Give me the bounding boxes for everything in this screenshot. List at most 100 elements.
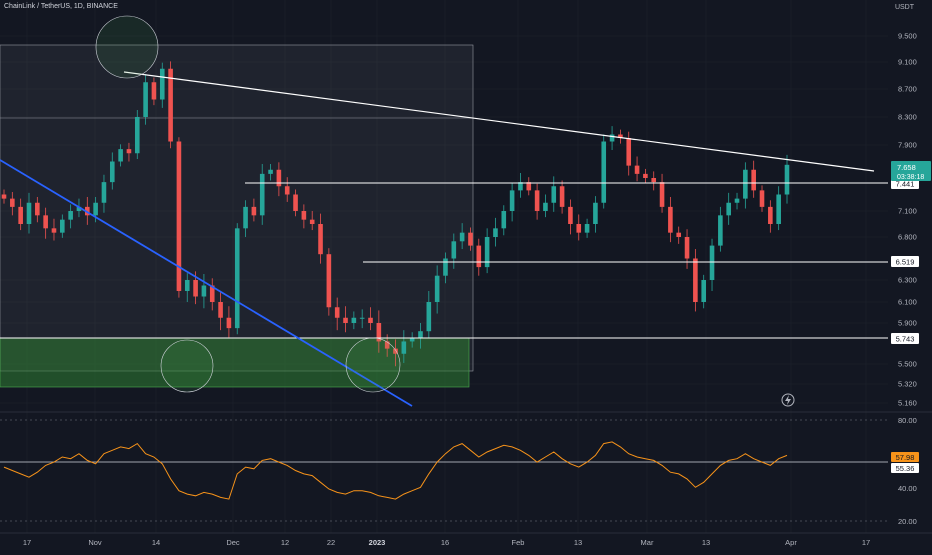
support-zone bbox=[0, 337, 470, 388]
candle-body bbox=[126, 149, 132, 154]
candle-body bbox=[718, 215, 723, 246]
candle-body bbox=[60, 219, 65, 233]
candle-body bbox=[151, 82, 157, 100]
candle-body bbox=[209, 285, 215, 302]
downtrend-line[interactable] bbox=[0, 159, 413, 407]
price-tick-label: 9.500 bbox=[898, 32, 917, 41]
candle-body bbox=[768, 206, 773, 224]
time-axis[interactable]: 17 Nov 14 Dec 12 22 2023 16 Feb 13 Mar 13 Apr 17 bbox=[23, 538, 870, 547]
time-tick-label: 17 bbox=[862, 538, 870, 547]
candle-body bbox=[401, 341, 407, 354]
candle-body bbox=[576, 224, 582, 233]
price-tick-label: 7.100 bbox=[898, 207, 917, 216]
candle-body bbox=[343, 317, 348, 323]
candle-body bbox=[243, 206, 248, 229]
time-tick-label: 22 bbox=[327, 538, 335, 547]
candle-body bbox=[35, 202, 40, 216]
candle-body bbox=[701, 280, 707, 302]
candle-body bbox=[351, 317, 357, 323]
candle-body bbox=[534, 190, 540, 211]
rsi-level-tag: 55.36 bbox=[891, 463, 919, 473]
candle-body bbox=[309, 219, 315, 224]
resistance-trendline[interactable] bbox=[123, 71, 875, 172]
time-tick-label: Nov bbox=[88, 538, 102, 547]
candle-body bbox=[451, 241, 457, 259]
candle-body bbox=[201, 285, 207, 297]
candle-body bbox=[118, 149, 123, 162]
svg-text:7.658: 7.658 bbox=[897, 163, 916, 172]
candle-body bbox=[709, 245, 715, 280]
candle-body bbox=[559, 186, 565, 207]
candle-body bbox=[668, 206, 673, 233]
time-tick-label: 13 bbox=[702, 538, 710, 547]
candle-body bbox=[459, 232, 465, 242]
price-tick-label: 8.300 bbox=[898, 113, 917, 122]
candle-body bbox=[476, 245, 482, 268]
candle-body bbox=[543, 202, 548, 211]
candle-body bbox=[168, 68, 173, 142]
currency-label: USDT bbox=[894, 4, 914, 11]
current-price-tag: 7.658 03:38:18 bbox=[891, 161, 931, 181]
candle-body bbox=[359, 317, 365, 319]
rsi-line bbox=[3, 441, 788, 500]
candle-body bbox=[426, 302, 432, 332]
candle-body bbox=[468, 232, 473, 246]
svg-text:57.98: 57.98 bbox=[896, 453, 915, 462]
time-tick-label: 16 bbox=[441, 538, 449, 547]
candle-body bbox=[26, 202, 32, 224]
highlight-circle-top bbox=[95, 15, 159, 79]
price-tick-label: 5.500 bbox=[898, 360, 917, 369]
candle-body bbox=[384, 341, 390, 349]
candle-body bbox=[159, 68, 165, 100]
candle-body bbox=[1, 194, 7, 199]
candle-body bbox=[184, 280, 190, 291]
candle-body bbox=[618, 134, 623, 138]
candle-body bbox=[501, 211, 507, 229]
candle-body bbox=[268, 169, 273, 174]
candle-body bbox=[759, 190, 765, 207]
candle-body bbox=[734, 198, 740, 203]
rsi-tick-40: 40.00 bbox=[898, 484, 917, 493]
candle-body bbox=[609, 134, 615, 142]
candle-body bbox=[443, 258, 448, 276]
price-axis[interactable]: 9.500 9.100 8.700 8.300 7.900 7.100 6.800 6.300… bbox=[898, 32, 917, 408]
svg-text:7.441: 7.441 bbox=[896, 180, 915, 189]
candle-body bbox=[176, 141, 182, 291]
candle-body bbox=[326, 254, 332, 308]
candle-body bbox=[251, 206, 257, 216]
candle-body bbox=[376, 323, 382, 342]
candle-body bbox=[293, 194, 298, 211]
rsi-tick-20: 20.00 bbox=[898, 517, 917, 526]
candle-body bbox=[43, 215, 48, 229]
time-tick-label: Feb bbox=[512, 538, 525, 547]
candle-body bbox=[51, 228, 57, 233]
candle-body bbox=[509, 190, 515, 211]
price-tick-label: 5.900 bbox=[898, 319, 917, 328]
candle-body bbox=[284, 186, 290, 195]
highlight-circle-bottom bbox=[345, 337, 401, 393]
candle-body bbox=[484, 237, 490, 268]
lightning-icon[interactable] bbox=[781, 393, 795, 407]
candle-body bbox=[93, 202, 98, 216]
candle-body bbox=[68, 211, 73, 220]
highlight-circle-left bbox=[160, 339, 214, 393]
price-tick-label: 6.800 bbox=[898, 233, 917, 242]
time-tick-label: 12 bbox=[281, 538, 289, 547]
candle-body bbox=[226, 317, 232, 329]
candle-body bbox=[743, 169, 748, 199]
candle-body bbox=[593, 202, 598, 224]
time-tick-label: Dec bbox=[226, 538, 240, 547]
price-tick-label: 7.900 bbox=[898, 141, 917, 150]
candle-body bbox=[193, 280, 198, 297]
candle-body bbox=[301, 211, 307, 220]
symbol-title[interactable]: ChainLink / TetherUS, 1D, BINANCE bbox=[4, 3, 118, 10]
candle-body bbox=[659, 182, 665, 207]
time-tick-label: Mar bbox=[641, 538, 654, 547]
candle-body bbox=[693, 258, 698, 302]
candle-body bbox=[259, 173, 265, 216]
candle-body bbox=[76, 206, 82, 211]
price-tick-label: 6.300 bbox=[898, 276, 917, 285]
candle-body bbox=[18, 206, 23, 224]
